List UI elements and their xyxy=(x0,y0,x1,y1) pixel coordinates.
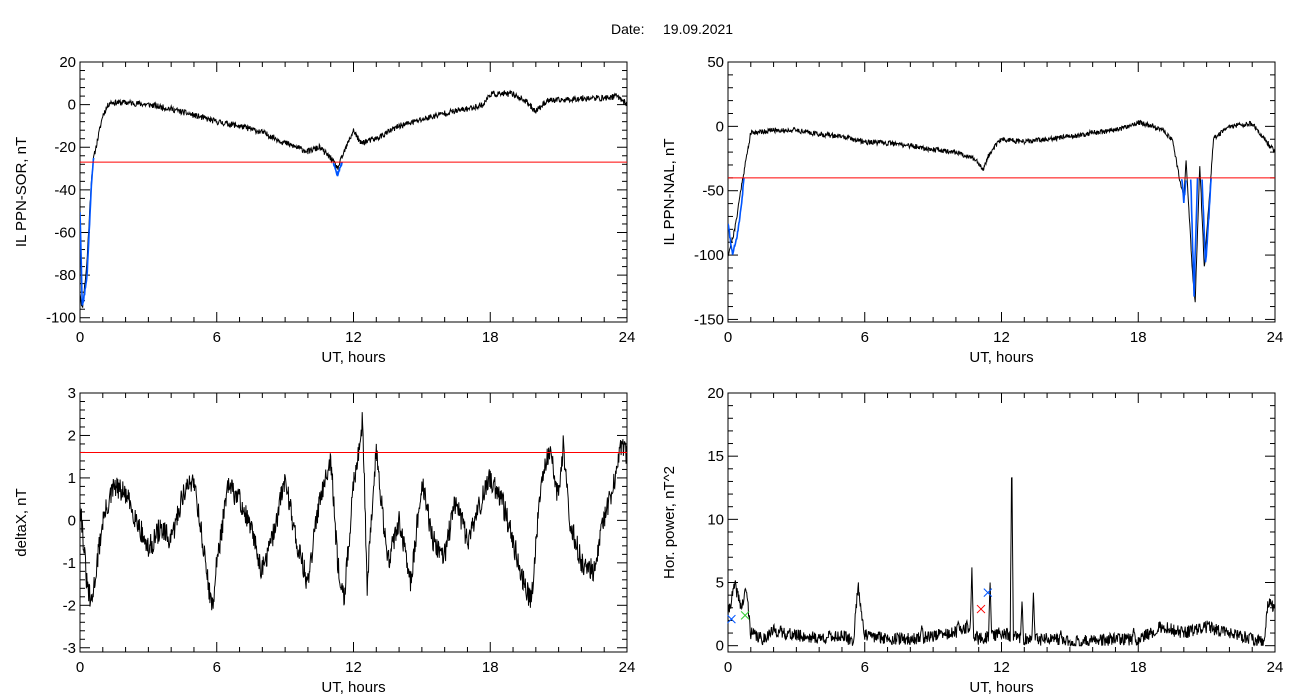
series-line-4 xyxy=(1189,177,1199,297)
plot-data-area xyxy=(728,119,1275,303)
y-tick-label: 20 xyxy=(707,385,724,402)
cross-marker xyxy=(983,588,993,597)
x-tick-label: 12 xyxy=(993,329,1010,346)
x-tick-label: 12 xyxy=(345,329,362,346)
y-tick-label: -50 xyxy=(702,183,724,200)
x-tick-label: 18 xyxy=(482,659,499,676)
cross-marker-stroke xyxy=(976,604,986,614)
plot-panel-4: 0 6 12 18 24 20 15 10 5 0 UT, hours Hor. power, nT^… xyxy=(661,385,1283,696)
series-line-1 xyxy=(80,412,627,611)
plot-data-area xyxy=(80,89,627,308)
plot-panel-2: 0 6 12 18 24 50 0 -50 -100 -150 UT, hours IL PPN-NA… xyxy=(661,54,1283,366)
x-tick-label: 18 xyxy=(1130,659,1147,676)
y-axis-label: deltaX, nT xyxy=(13,488,30,556)
x-tick-label: 18 xyxy=(1130,329,1147,346)
x-axis-label: UT, hours xyxy=(321,679,385,696)
y-tick-label: -60 xyxy=(54,224,76,241)
cross-marker-stroke xyxy=(740,611,750,620)
x-tick-label: 6 xyxy=(213,659,221,676)
y-tick-label: 50 xyxy=(707,54,724,71)
y-tick-label: -1 xyxy=(63,555,76,572)
x-tick-label: 24 xyxy=(619,329,636,346)
series-line-3 xyxy=(1180,179,1187,204)
x-tick-label: 24 xyxy=(619,659,636,676)
y-tick-label: 0 xyxy=(716,118,724,135)
y-tick-label: -40 xyxy=(54,182,76,199)
x-tick-label: 24 xyxy=(1267,329,1284,346)
series-line-1 xyxy=(80,89,627,308)
y-tick-label: -80 xyxy=(54,267,76,284)
plot-frame xyxy=(727,392,1276,653)
y-tick-label: -100 xyxy=(46,310,76,327)
x-tick-label: 24 xyxy=(1267,659,1284,676)
y-axis-label: IL PPN-SOR, nT xyxy=(13,137,30,247)
x-tick-label: 0 xyxy=(724,659,732,676)
plot-data-area xyxy=(728,477,1275,648)
date-value: 19.09.2021 xyxy=(663,21,733,37)
plot-panel-3: 0 6 12 18 24 3 2 1 0 -1 -2 -3 UT, hours deltaX, nT xyxy=(13,385,635,696)
x-tick-label: 6 xyxy=(861,659,869,676)
series-line-2 xyxy=(80,157,95,306)
plot-panel-1: 0 6 12 18 24 20 0 -20 -40 -60 -80 -100 UT, hours IL P… xyxy=(13,54,635,366)
date-label: Date: xyxy=(611,21,644,37)
cross-marker-stroke xyxy=(983,588,993,597)
series-line-3 xyxy=(332,161,343,177)
y-tick-label: -150 xyxy=(694,311,724,328)
y-tick-label: 1 xyxy=(68,470,76,487)
y-tick-label: 0 xyxy=(68,512,76,529)
series-line-1 xyxy=(728,477,1275,648)
y-tick-label: 15 xyxy=(707,448,724,465)
x-tick-label: 0 xyxy=(724,329,732,346)
y-tick-label: 0 xyxy=(68,97,76,114)
y-tick-label: 20 xyxy=(59,54,76,71)
y-tick-label: 3 xyxy=(68,385,76,402)
cross-marker xyxy=(727,614,736,624)
plot-frame xyxy=(79,392,628,653)
y-tick-label: 5 xyxy=(716,575,724,592)
x-axis-label: UT, hours xyxy=(969,679,1033,696)
cross-marker-stroke xyxy=(727,614,736,624)
y-tick-label: 2 xyxy=(68,427,76,444)
y-tick-label: 10 xyxy=(707,511,724,528)
y-tick-label: 0 xyxy=(716,638,724,655)
plot-data-area xyxy=(80,412,627,611)
x-tick-label: 6 xyxy=(861,329,869,346)
cross-marker xyxy=(976,604,986,614)
y-axis-label: Hor. power, nT^2 xyxy=(661,466,678,579)
y-tick-label: -100 xyxy=(694,247,724,264)
x-axis-label: UT, hours xyxy=(321,349,385,366)
x-tick-label: 0 xyxy=(76,659,84,676)
series-line-5 xyxy=(1201,177,1212,263)
y-axis-label: IL PPN-NAL, nT xyxy=(661,139,678,246)
plot-frame xyxy=(79,61,628,323)
x-tick-label: 12 xyxy=(345,659,362,676)
x-axis-label: UT, hours xyxy=(969,349,1033,366)
series-line-2 xyxy=(728,177,745,255)
y-tick-label: -20 xyxy=(54,139,76,156)
cross-marker xyxy=(740,611,750,620)
x-tick-label: 12 xyxy=(993,659,1010,676)
x-tick-label: 18 xyxy=(482,329,499,346)
x-tick-label: 0 xyxy=(76,329,84,346)
x-tick-label: 6 xyxy=(213,329,221,346)
y-tick-label: -2 xyxy=(63,597,76,614)
y-tick-label: -3 xyxy=(63,640,76,657)
